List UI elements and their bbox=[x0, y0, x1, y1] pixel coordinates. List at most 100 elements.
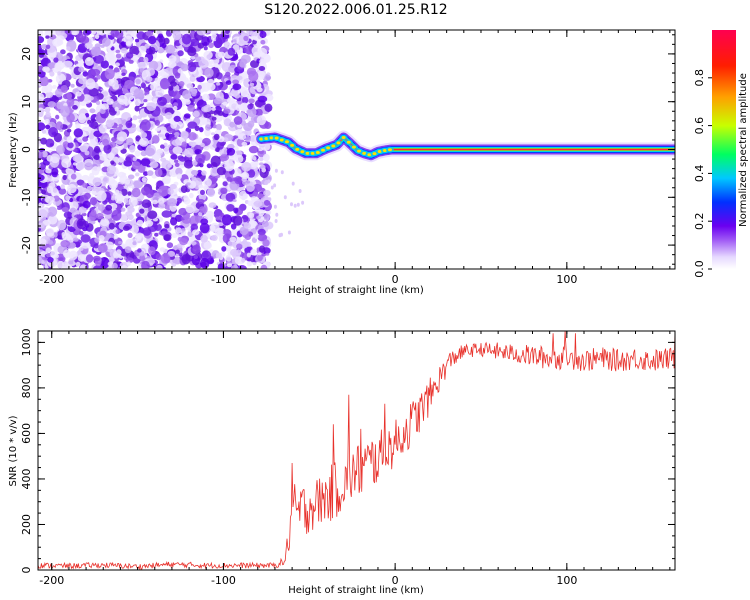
noise-speck bbox=[222, 101, 228, 106]
noise-speck bbox=[181, 33, 192, 45]
noise-speck bbox=[254, 207, 261, 213]
noise-speck bbox=[183, 197, 191, 205]
noise-speck bbox=[190, 56, 196, 60]
noise-speck bbox=[211, 116, 217, 121]
noise-speck bbox=[241, 141, 248, 147]
noise-speck bbox=[57, 235, 63, 240]
noise-speck bbox=[148, 46, 156, 55]
noise-speck bbox=[186, 182, 191, 186]
noise-speck bbox=[158, 185, 169, 197]
noise-speck bbox=[102, 138, 109, 146]
noise-speck bbox=[165, 67, 173, 74]
noise-speck bbox=[191, 176, 197, 182]
noise-speck bbox=[124, 246, 132, 254]
noise-speck bbox=[188, 192, 194, 199]
noise-speck bbox=[165, 132, 170, 138]
ridge-blob bbox=[326, 146, 331, 150]
noise-speck bbox=[164, 223, 170, 229]
noise-speck bbox=[145, 189, 154, 199]
noise-speck bbox=[184, 147, 194, 158]
noise-speck bbox=[97, 204, 105, 211]
noise-speck bbox=[90, 209, 97, 216]
ridge-blob bbox=[321, 148, 326, 152]
noise-speck bbox=[199, 127, 204, 133]
noise-speck bbox=[99, 90, 110, 103]
noise-speck bbox=[210, 155, 221, 167]
noise-speck bbox=[226, 257, 232, 262]
noise-speck bbox=[227, 143, 235, 150]
noise-speck bbox=[256, 115, 267, 126]
noise-speck bbox=[280, 170, 284, 175]
noise-speck bbox=[208, 42, 214, 49]
y-tick-label: 200 bbox=[20, 514, 33, 535]
noise-speck bbox=[153, 203, 160, 208]
noise-speck bbox=[44, 118, 50, 124]
noise-speck bbox=[89, 108, 96, 114]
noise-speck bbox=[234, 93, 241, 99]
noise-speck bbox=[189, 215, 199, 227]
noise-speck bbox=[223, 92, 229, 100]
noise-speck bbox=[80, 145, 88, 153]
noise-speck bbox=[226, 263, 233, 268]
noise-speck bbox=[172, 105, 178, 111]
noise-speck bbox=[224, 245, 232, 252]
noise-speck bbox=[38, 30, 44, 39]
ridge-blob bbox=[284, 140, 289, 144]
noise-speck bbox=[82, 200, 91, 209]
noise-speck bbox=[45, 168, 52, 174]
noise-speck bbox=[138, 137, 149, 147]
noise-speck bbox=[115, 62, 120, 67]
noise-speck bbox=[243, 222, 251, 229]
noise-speck bbox=[142, 227, 152, 236]
noise-speck bbox=[257, 147, 264, 152]
noise-speck bbox=[124, 79, 135, 89]
noise-speck bbox=[197, 84, 202, 90]
noise-speck bbox=[38, 151, 44, 159]
ridge-blob bbox=[274, 136, 279, 140]
noise-speck bbox=[56, 35, 65, 42]
noise-speck bbox=[203, 241, 212, 250]
ridge-blob bbox=[357, 149, 362, 153]
x-tick-label: 0 bbox=[392, 273, 399, 286]
noise-speck bbox=[93, 243, 99, 249]
noise-speck bbox=[154, 168, 163, 177]
noise-speck bbox=[236, 249, 241, 255]
noise-speck bbox=[52, 84, 57, 89]
noise-speck bbox=[273, 204, 277, 209]
colorbar-gradient bbox=[712, 30, 736, 269]
noise-speck bbox=[156, 96, 168, 106]
noise-speck bbox=[287, 230, 291, 235]
noise-speck bbox=[78, 247, 84, 252]
noise-speck bbox=[175, 167, 183, 176]
noise-speck bbox=[278, 233, 282, 238]
noise-speck bbox=[92, 177, 102, 187]
noise-speck bbox=[243, 35, 249, 42]
noise-speck bbox=[45, 111, 51, 118]
noise-speck bbox=[211, 107, 216, 111]
noise-speck bbox=[125, 238, 134, 249]
noise-speck bbox=[181, 77, 189, 82]
noise-speck bbox=[214, 227, 224, 237]
noise-speck bbox=[240, 87, 249, 98]
noise-speck bbox=[98, 235, 105, 241]
noise-speck bbox=[115, 89, 123, 96]
noise-speck bbox=[230, 248, 239, 256]
noise-speck bbox=[66, 128, 72, 133]
noise-speck bbox=[57, 260, 64, 269]
noise-speck bbox=[132, 115, 138, 121]
noise-speck bbox=[203, 46, 208, 51]
noise-speck bbox=[260, 39, 266, 45]
noise-speck bbox=[99, 257, 110, 269]
noise-speck bbox=[127, 214, 134, 221]
ridge-blob bbox=[315, 151, 320, 155]
noise-speck bbox=[138, 45, 147, 53]
noise-speck bbox=[203, 178, 212, 187]
noise-speck bbox=[196, 30, 207, 36]
noise-speck bbox=[47, 206, 58, 217]
noise-speck bbox=[216, 166, 226, 176]
noise-speck bbox=[88, 96, 94, 101]
noise-speck bbox=[136, 219, 144, 227]
noise-speck bbox=[140, 158, 151, 167]
noise-speck bbox=[47, 240, 54, 245]
noise-speck bbox=[253, 200, 263, 208]
